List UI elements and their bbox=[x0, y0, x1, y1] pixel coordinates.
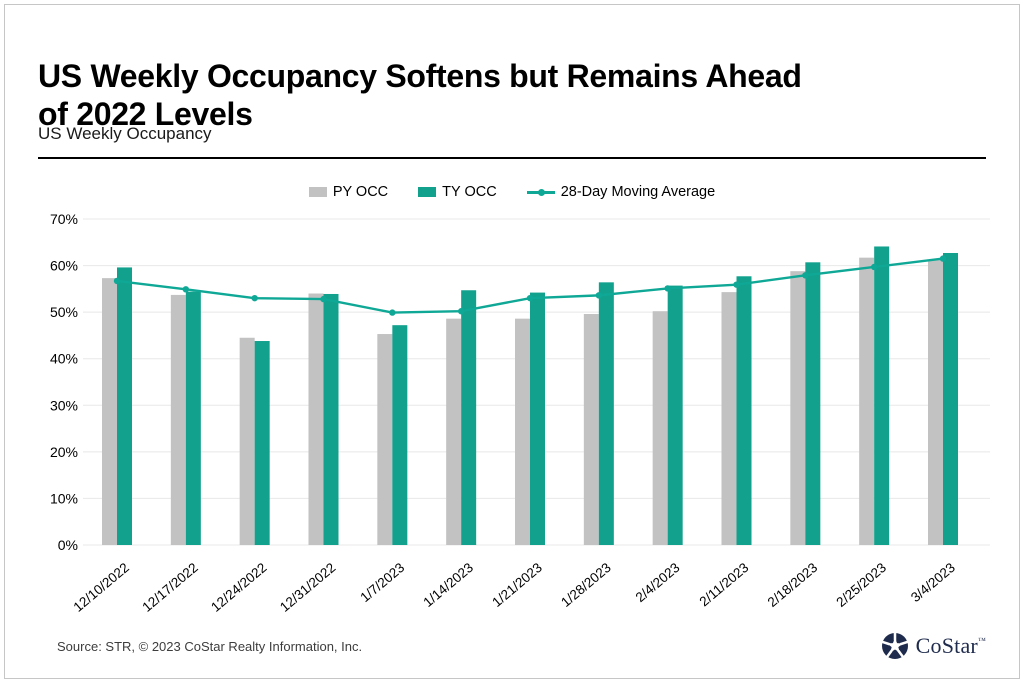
bar-ty-occ bbox=[392, 325, 408, 545]
x-axis-tick-label: 1/28/2023 bbox=[558, 560, 614, 610]
y-axis-tick-label: 10% bbox=[50, 490, 78, 506]
costar-logo-icon bbox=[880, 632, 909, 659]
chart-legend: PY OCC TY OCC 28-Day Moving Average bbox=[0, 184, 1024, 200]
y-axis-tick-label: 30% bbox=[50, 397, 78, 413]
moving-average-point bbox=[251, 294, 258, 302]
bar-ty-occ bbox=[667, 285, 683, 545]
legend-label-ty: TY OCC bbox=[442, 184, 497, 200]
y-axis-tick-label: 40% bbox=[50, 351, 78, 367]
moving-average-point bbox=[802, 272, 809, 279]
bar-ty-occ bbox=[530, 292, 545, 545]
y-axis-tick-label: 20% bbox=[50, 444, 78, 460]
bar-py-occ bbox=[790, 271, 806, 545]
bar-ty-occ bbox=[461, 290, 477, 545]
x-axis-tick-label: 12/31/2022 bbox=[277, 560, 338, 615]
x-axis-tick-label: 12/24/2022 bbox=[208, 560, 269, 615]
moving-average-point bbox=[733, 281, 740, 288]
x-axis-tick-label: 12/10/2022 bbox=[71, 560, 132, 615]
moving-average-point bbox=[870, 263, 878, 271]
bar-py-occ bbox=[446, 318, 462, 545]
legend-swatch-moving-average bbox=[526, 187, 555, 197]
source-note: Source: STR, © 2023 CoStar Realty Inform… bbox=[57, 639, 363, 654]
x-axis-tick-label: 2/18/2023 bbox=[765, 560, 821, 610]
legend-item-py-occ: PY OCC bbox=[308, 184, 389, 200]
bar-py-occ bbox=[102, 278, 117, 545]
bar-ty-occ bbox=[117, 267, 132, 545]
moving-average-point bbox=[595, 292, 603, 299]
page-title: US Weekly Occupancy Softens but Remains … bbox=[38, 58, 802, 133]
bar-ty-occ bbox=[185, 291, 201, 545]
header-divider bbox=[38, 157, 986, 159]
legend-swatch-ty bbox=[418, 187, 437, 197]
moving-average-point bbox=[320, 295, 327, 303]
bar-py-occ bbox=[377, 334, 393, 545]
bar-ty-occ bbox=[254, 341, 270, 545]
costar-logo-text: CoStar™ bbox=[915, 633, 986, 658]
bar-py-occ bbox=[239, 337, 255, 545]
moving-average-point bbox=[526, 294, 534, 302]
bar-ty-occ bbox=[736, 276, 752, 545]
bar-ty-occ bbox=[323, 293, 339, 545]
bar-ty-occ bbox=[943, 252, 958, 546]
legend-swatch-py bbox=[308, 187, 327, 197]
moving-average-point bbox=[664, 285, 671, 292]
x-axis-tick-label: 1/7/2023 bbox=[357, 560, 407, 605]
legend-label-py: PY OCC bbox=[332, 184, 389, 200]
x-axis-tick-label: 2/4/2023 bbox=[633, 560, 683, 605]
x-axis-tick-label: 1/21/2023 bbox=[489, 560, 545, 610]
moving-average-point bbox=[939, 255, 947, 262]
bar-py-occ bbox=[583, 314, 599, 545]
x-axis-tick-label: 12/17/2022 bbox=[139, 560, 200, 615]
y-axis-tick-label: 60% bbox=[50, 258, 78, 274]
bar-py-occ bbox=[928, 259, 943, 545]
bar-py-occ bbox=[721, 292, 737, 545]
bar-py-occ bbox=[859, 257, 875, 545]
y-axis-tick-label: 0% bbox=[58, 537, 78, 553]
legend-ma-dot bbox=[537, 189, 545, 196]
x-axis-tick-label: 1/14/2023 bbox=[420, 560, 476, 610]
moving-average-point bbox=[113, 277, 121, 285]
bar-ty-occ bbox=[805, 262, 821, 545]
bar-py-occ bbox=[308, 293, 324, 545]
bar-py-occ bbox=[170, 294, 186, 545]
x-axis-tick-label: 3/4/2023 bbox=[908, 560, 958, 605]
moving-average-point bbox=[182, 286, 190, 293]
bar-py-occ bbox=[515, 318, 530, 545]
moving-average-point bbox=[457, 308, 465, 315]
y-axis-tick-label: 70% bbox=[50, 211, 78, 227]
bar-py-occ bbox=[652, 311, 668, 545]
y-axis-tick-label: 50% bbox=[50, 304, 78, 320]
costar-logo: CoStar™ bbox=[880, 632, 986, 660]
legend-label-moving-average: 28-Day Moving Average bbox=[560, 184, 716, 200]
chart-subtitle: US Weekly Occupancy bbox=[38, 124, 212, 143]
legend-item-ty-occ: TY OCC bbox=[418, 184, 497, 200]
x-axis-tick-label: 2/25/2023 bbox=[833, 560, 889, 610]
bar-ty-occ bbox=[874, 246, 890, 545]
moving-average-point bbox=[389, 309, 396, 316]
x-axis-tick-label: 2/11/2023 bbox=[697, 560, 752, 609]
bar-ty-occ bbox=[598, 282, 614, 545]
legend-item-moving-average: 28-Day Moving Average bbox=[526, 184, 716, 200]
trademark-symbol: ™ bbox=[977, 636, 986, 645]
